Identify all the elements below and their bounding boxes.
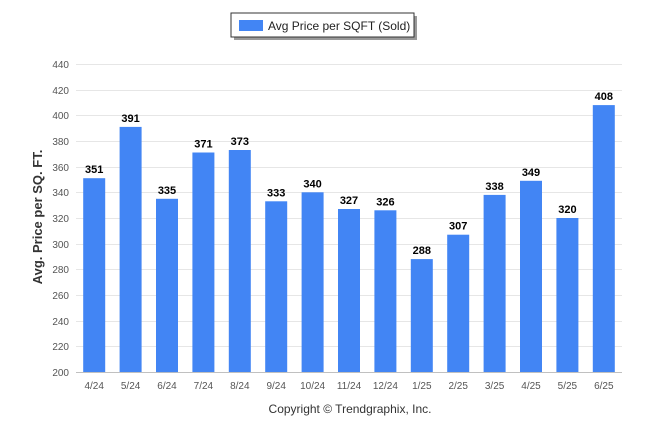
y-tick-label: 280	[52, 265, 69, 276]
y-tick-label: 220	[52, 342, 69, 353]
data-label: 335	[158, 185, 176, 197]
data-label: 326	[376, 196, 394, 208]
data-label: 307	[449, 221, 467, 233]
bar-7-24[interactable]	[192, 152, 215, 373]
x-tick-label: 3/25	[485, 381, 505, 392]
legend-swatch	[239, 20, 263, 31]
bar-8-24[interactable]	[228, 150, 251, 372]
y-tick-label: 360	[52, 163, 69, 174]
data-label: 391	[121, 113, 139, 125]
bars	[83, 105, 615, 373]
y-axis-label: Avg. Price per SQ. FT.	[30, 150, 45, 285]
bar-4-25[interactable]	[520, 180, 542, 372]
y-tick-label: 400	[52, 111, 69, 122]
data-label: 351	[85, 164, 103, 176]
data-label: 340	[303, 178, 321, 190]
x-tick-label: 10/24	[300, 381, 325, 392]
x-tick-label: 8/24	[230, 381, 250, 392]
x-tick-label: 6/25	[594, 381, 614, 392]
x-tick-label: 5/25	[558, 381, 578, 392]
data-label: 373	[231, 136, 249, 148]
data-label: 338	[485, 181, 503, 193]
bar-6-24[interactable]	[156, 198, 178, 373]
bar-2-25[interactable]	[447, 234, 470, 372]
legend-label: Avg Price per SQFT (Sold)	[268, 19, 410, 33]
x-tick-label: 4/25	[521, 381, 541, 392]
y-tick-label: 420	[52, 86, 69, 97]
bar-9-24[interactable]	[265, 201, 288, 372]
bar-1-25[interactable]	[410, 259, 433, 372]
data-label: 349	[522, 167, 540, 179]
y-tick-label: 440	[52, 60, 69, 71]
y-tick-label: 380	[52, 137, 69, 148]
x-axis-ticks: 4/24 5/24 6/24 7/24 8/24 9/24 10/24 11/24 12/24 1…	[84, 381, 614, 392]
x-tick-label: 7/24	[194, 381, 214, 392]
x-tick-label: 2/25	[448, 381, 468, 392]
x-tick-label: 11/24	[337, 381, 362, 392]
bar-5-25[interactable]	[556, 218, 579, 372]
credits[interactable]: Copyright © Trendgraphix, Inc.	[269, 402, 432, 416]
x-tick-label: 4/24	[84, 381, 104, 392]
x-tick-label: 1/25	[412, 381, 432, 392]
y-axis-ticks: 200 220 240 260 280 300 320 340 360 380 400 420 440	[52, 60, 69, 379]
bar-6-25[interactable]	[592, 105, 615, 372]
bar-12-24[interactable]	[374, 210, 397, 372]
x-tick-label: 6/24	[157, 381, 177, 392]
y-tick-label: 340	[52, 188, 69, 199]
data-labels: 351 391 335 371 373 333 340 327 326 288 307 338 349 3…	[85, 91, 613, 257]
bar-4-24[interactable]	[83, 178, 106, 372]
data-label: 371	[194, 139, 212, 151]
x-tick-label: 5/24	[121, 381, 141, 392]
y-tick-label: 240	[52, 317, 69, 328]
legend[interactable]: Avg Price per SQFT (Sold)	[230, 12, 417, 40]
bar-10-24[interactable]	[301, 192, 324, 372]
bar-5-24[interactable]	[119, 126, 142, 373]
data-label: 288	[413, 245, 431, 257]
y-tick-label: 200	[52, 368, 69, 379]
x-tick-label: 9/24	[266, 381, 286, 392]
bar-3-25[interactable]	[483, 194, 506, 372]
y-tick-label: 260	[52, 291, 69, 302]
y-tick-label: 300	[52, 240, 69, 251]
bar-11-24[interactable]	[338, 209, 360, 372]
data-label: 320	[558, 204, 576, 216]
x-tick-label: 12/24	[373, 381, 398, 392]
data-label: 327	[340, 195, 358, 207]
data-label: 408	[595, 91, 613, 103]
data-label: 333	[267, 187, 285, 199]
y-tick-label: 320	[52, 214, 69, 225]
